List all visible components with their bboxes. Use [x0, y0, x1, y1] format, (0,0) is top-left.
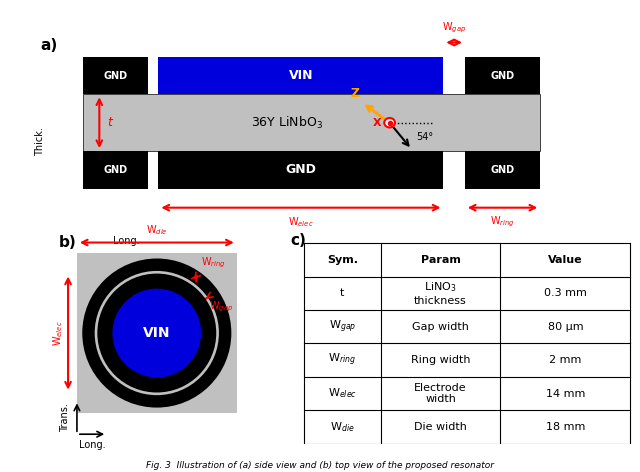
Text: X: X	[373, 118, 381, 128]
Text: W$_{gap}$: W$_{gap}$	[329, 319, 356, 335]
Bar	[83, 94, 540, 151]
Bar	[159, 57, 444, 94]
Text: W$_{gap}$: W$_{gap}$	[442, 21, 467, 35]
Text: 80 μm: 80 μm	[548, 322, 583, 332]
Text: Long.: Long.	[113, 236, 140, 246]
Text: Fig. 3  Illustration of (a) side view and (b) top view of the proposed resonator: Fig. 3 Illustration of (a) side view and…	[146, 461, 494, 470]
Text: 54°: 54°	[417, 132, 434, 142]
Text: VIN: VIN	[143, 326, 170, 340]
Text: GND: GND	[104, 70, 127, 81]
Text: Param: Param	[420, 255, 461, 265]
Text: Y: Y	[415, 152, 420, 162]
Text: VIN: VIN	[289, 69, 313, 82]
Circle shape	[97, 274, 216, 393]
Circle shape	[83, 259, 231, 408]
Bar	[83, 151, 148, 189]
Text: W$_{ring}$: W$_{ring}$	[490, 215, 515, 229]
Bar	[465, 57, 540, 94]
Text: Long.: Long.	[79, 439, 106, 449]
Text: c): c)	[291, 233, 307, 248]
Text: W$_{ring}$: W$_{ring}$	[328, 352, 356, 368]
Text: GND: GND	[285, 163, 316, 177]
Text: 0.3 mm: 0.3 mm	[544, 288, 587, 298]
Text: W$_{die}$: W$_{die}$	[330, 420, 355, 434]
Circle shape	[113, 289, 201, 378]
Text: W$_{ring}$: W$_{ring}$	[202, 256, 226, 270]
Text: LiNO$_3$
thickness: LiNO$_3$ thickness	[414, 281, 467, 306]
Text: W$_{elec}$: W$_{elec}$	[288, 215, 314, 228]
Text: Gap width: Gap width	[412, 322, 469, 332]
Text: 36Y LiNbO$_3$: 36Y LiNbO$_3$	[252, 115, 324, 131]
Text: W$_{die}$: W$_{die}$	[146, 223, 168, 237]
Text: 18 mm: 18 mm	[546, 422, 585, 432]
Text: Die width: Die width	[414, 422, 467, 432]
Text: b): b)	[59, 236, 77, 251]
Bar	[77, 253, 237, 413]
Bar	[159, 151, 444, 189]
Text: GND: GND	[104, 165, 127, 175]
Text: Thick.: Thick.	[35, 127, 45, 156]
Text: Ring width: Ring width	[411, 355, 470, 365]
Text: t: t	[108, 116, 112, 129]
Text: Z: Z	[350, 87, 359, 100]
Text: 2 mm: 2 mm	[549, 355, 582, 365]
Text: Value: Value	[548, 255, 582, 265]
Bar	[465, 151, 540, 189]
Text: W$_{elec}$: W$_{elec}$	[328, 387, 357, 400]
Text: a): a)	[40, 38, 58, 53]
Circle shape	[384, 118, 395, 127]
Circle shape	[95, 271, 219, 395]
Text: Trans.: Trans.	[60, 403, 70, 432]
Text: W$_{elec}$: W$_{elec}$	[52, 320, 65, 346]
Text: GND: GND	[490, 70, 515, 81]
Text: Sym.: Sym.	[327, 255, 358, 265]
Text: GND: GND	[490, 165, 515, 175]
Text: Electrode
width: Electrode width	[414, 383, 467, 405]
Text: t: t	[340, 288, 344, 298]
Text: 14 mm: 14 mm	[546, 388, 585, 398]
Bar	[83, 57, 148, 94]
Text: W$_{gap}$: W$_{gap}$	[209, 299, 234, 313]
